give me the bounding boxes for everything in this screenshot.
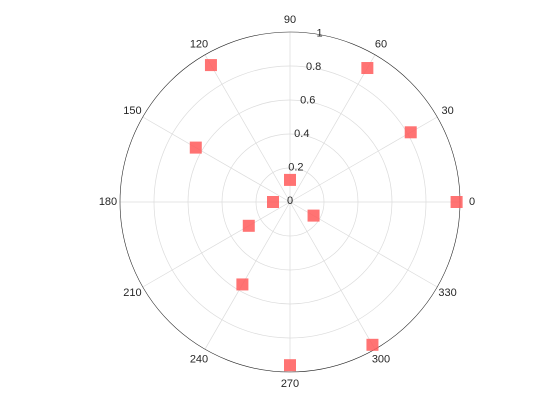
scatter-point [236,278,249,291]
scatter-point [204,59,217,72]
scatter-point [242,219,255,232]
r-tick-label: 0.4 [294,128,309,140]
theta-tick-label: 270 [281,378,299,390]
theta-tick-label: 210 [123,287,141,299]
scatter-point [284,173,296,186]
theta-tick-label: 30 [441,105,453,117]
scatter-point [361,62,374,75]
theta-tick-label: 60 [375,38,387,50]
scatter-point [307,209,320,222]
theta-tick-label: 120 [190,38,208,50]
theta-tick-label: 180 [99,196,117,208]
theta-grid-line [289,54,376,203]
theta-tick-label: 90 [284,14,296,26]
theta-tick-label: 240 [190,354,208,366]
r-tick-label: 0 [287,195,293,207]
r-grid-circle [187,99,393,305]
r-tick-label: 1 [316,27,322,39]
theta-tick-label: 300 [372,354,390,366]
theta-grid-line [204,201,291,350]
scatter-point [284,359,296,372]
theta-grid-line [142,201,291,288]
theta-tick-label: 330 [438,287,456,299]
scatter-point [366,338,379,351]
r-tick-label: 0.8 [306,61,321,73]
theta-grid-line [289,201,376,350]
r-grid-circle [221,133,359,271]
theta-grid-line [204,54,291,203]
r-tick-label: 0.6 [300,94,315,106]
theta-tick-label: 0 [469,196,475,208]
scatter-point [450,196,463,208]
r-grid-circle [153,65,427,339]
scatter-point [189,141,202,154]
r-tick-label: 0.2 [288,161,303,173]
scatter-point [404,126,417,139]
theta-grid-line [142,116,291,203]
r-grid-circle [255,167,325,237]
scatter-point [267,196,279,208]
theta-tick-label: 150 [123,105,141,117]
